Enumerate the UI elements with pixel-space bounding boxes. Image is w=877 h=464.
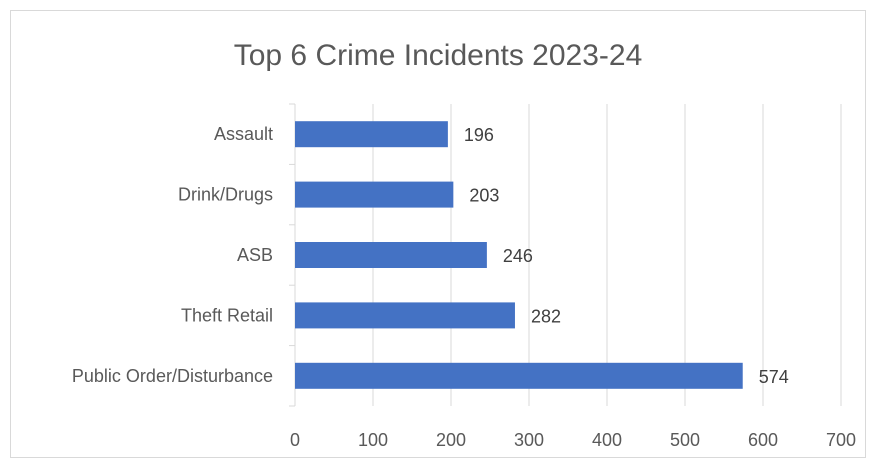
category-label: Drink/Drugs — [178, 185, 273, 205]
data-label: 246 — [503, 246, 533, 266]
bar — [295, 242, 487, 268]
x-tick-label: 200 — [436, 430, 466, 450]
category-label: Assault — [214, 124, 273, 144]
x-tick-label: 600 — [748, 430, 778, 450]
bar — [295, 121, 448, 148]
x-tick-label: 0 — [290, 430, 300, 450]
bar — [295, 362, 743, 389]
category-label: Theft Retail — [181, 305, 273, 325]
category-label: ASB — [237, 245, 273, 265]
x-tick-label: 300 — [514, 430, 544, 450]
data-label: 574 — [759, 367, 789, 387]
data-label: 282 — [531, 306, 561, 326]
chart-title: Top 6 Crime Incidents 2023-24 — [233, 39, 643, 72]
x-tick-label: 700 — [826, 430, 856, 450]
data-label: 203 — [469, 186, 499, 206]
bar — [295, 302, 515, 329]
x-tick-label: 500 — [670, 430, 700, 450]
x-tick-label: 400 — [592, 430, 622, 450]
category-label: Public Order/Disturbance — [72, 366, 273, 386]
x-tick-label: 100 — [358, 430, 388, 450]
data-label: 196 — [464, 125, 494, 145]
bar — [295, 181, 454, 208]
